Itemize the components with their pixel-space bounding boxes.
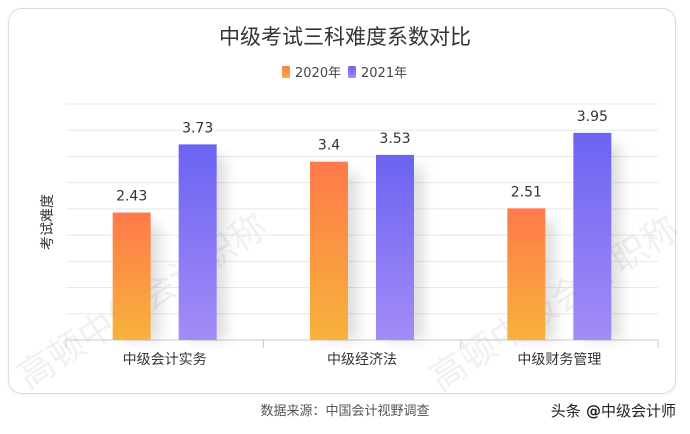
- brand-signature: 头条 @中级会计师: [551, 400, 676, 421]
- category-label: 中级经济法: [327, 352, 397, 368]
- bar-2021年-中级会计实务: [178, 144, 217, 340]
- bar-value-label: 2.51: [511, 184, 542, 200]
- legend-label: 2021年: [361, 66, 407, 81]
- brand-name: 中级会计师: [600, 402, 676, 420]
- bar-2020年-中级会计实务: [112, 212, 151, 340]
- bar-value-label: 3.95: [577, 109, 608, 125]
- bar-2021年-中级财务管理: [573, 132, 612, 340]
- bar-value-label: 3.4: [318, 138, 340, 154]
- bar-value-label: 2.43: [116, 189, 147, 205]
- chart-title: 中级考试三科难度系数对比: [219, 25, 471, 49]
- bar-2021年-中级经济法: [376, 154, 414, 340]
- data-source-note: 数据来源：中国会计视野调查: [260, 404, 430, 419]
- legend-label: 2020年: [295, 66, 341, 81]
- brand-at: @: [580, 402, 601, 420]
- brand-prefix: 头条: [550, 402, 581, 420]
- y-axis-label: 考试难度: [40, 194, 56, 250]
- category-label: 中级会计实务: [123, 352, 207, 368]
- legend-swatch: [348, 66, 356, 78]
- bar-value-label: 3.53: [379, 131, 410, 147]
- legend-swatch: [282, 66, 290, 78]
- bar-2020年-中级经济法: [310, 161, 348, 340]
- bar-2020年-中级财务管理: [507, 208, 546, 340]
- legend: 2020年 2021年: [282, 66, 407, 81]
- bar-value-label: 3.73: [182, 120, 213, 136]
- category-label: 中级财务管理: [517, 352, 601, 368]
